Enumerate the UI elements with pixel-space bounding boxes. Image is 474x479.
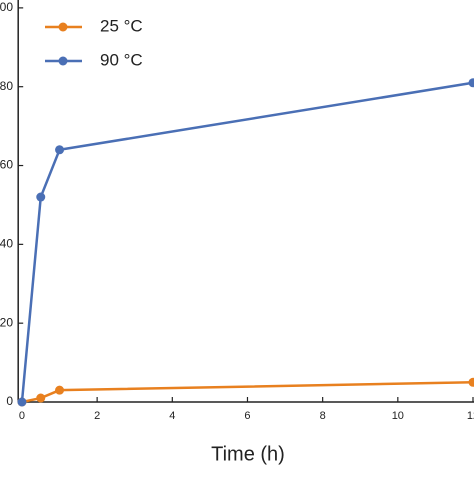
x-tick-label: 10 [392, 410, 404, 422]
y-tick-label: 0 [6, 394, 13, 408]
x-tick-label: 0 [19, 410, 25, 422]
y-tick-label: 100 [0, 0, 13, 14]
y-tick-label: 40 [0, 237, 13, 251]
x-axis-label: Time (h) [211, 443, 285, 465]
legend-label: 25 °C [100, 16, 143, 35]
x-tick-label: 2 [94, 410, 100, 422]
x-tick-label: 12 [467, 410, 474, 422]
data-point [55, 385, 65, 395]
data-point [36, 192, 46, 202]
data-point [468, 78, 474, 88]
y-tick-label: 20 [0, 315, 13, 329]
data-point [36, 393, 46, 403]
x-tick-label: 4 [169, 410, 175, 422]
data-point [55, 145, 65, 155]
x-tick-label: 6 [244, 410, 250, 422]
legend-marker [58, 22, 68, 32]
data-point [468, 377, 474, 387]
y-tick-label: 60 [0, 158, 13, 172]
data-point [17, 397, 27, 407]
series-line [20, 81, 474, 403]
legend-marker [58, 56, 68, 66]
legend-label: 90 °C [100, 50, 143, 69]
x-tick-label: 8 [320, 410, 326, 422]
series-line [21, 381, 474, 404]
y-tick-label: 80 [0, 79, 13, 93]
